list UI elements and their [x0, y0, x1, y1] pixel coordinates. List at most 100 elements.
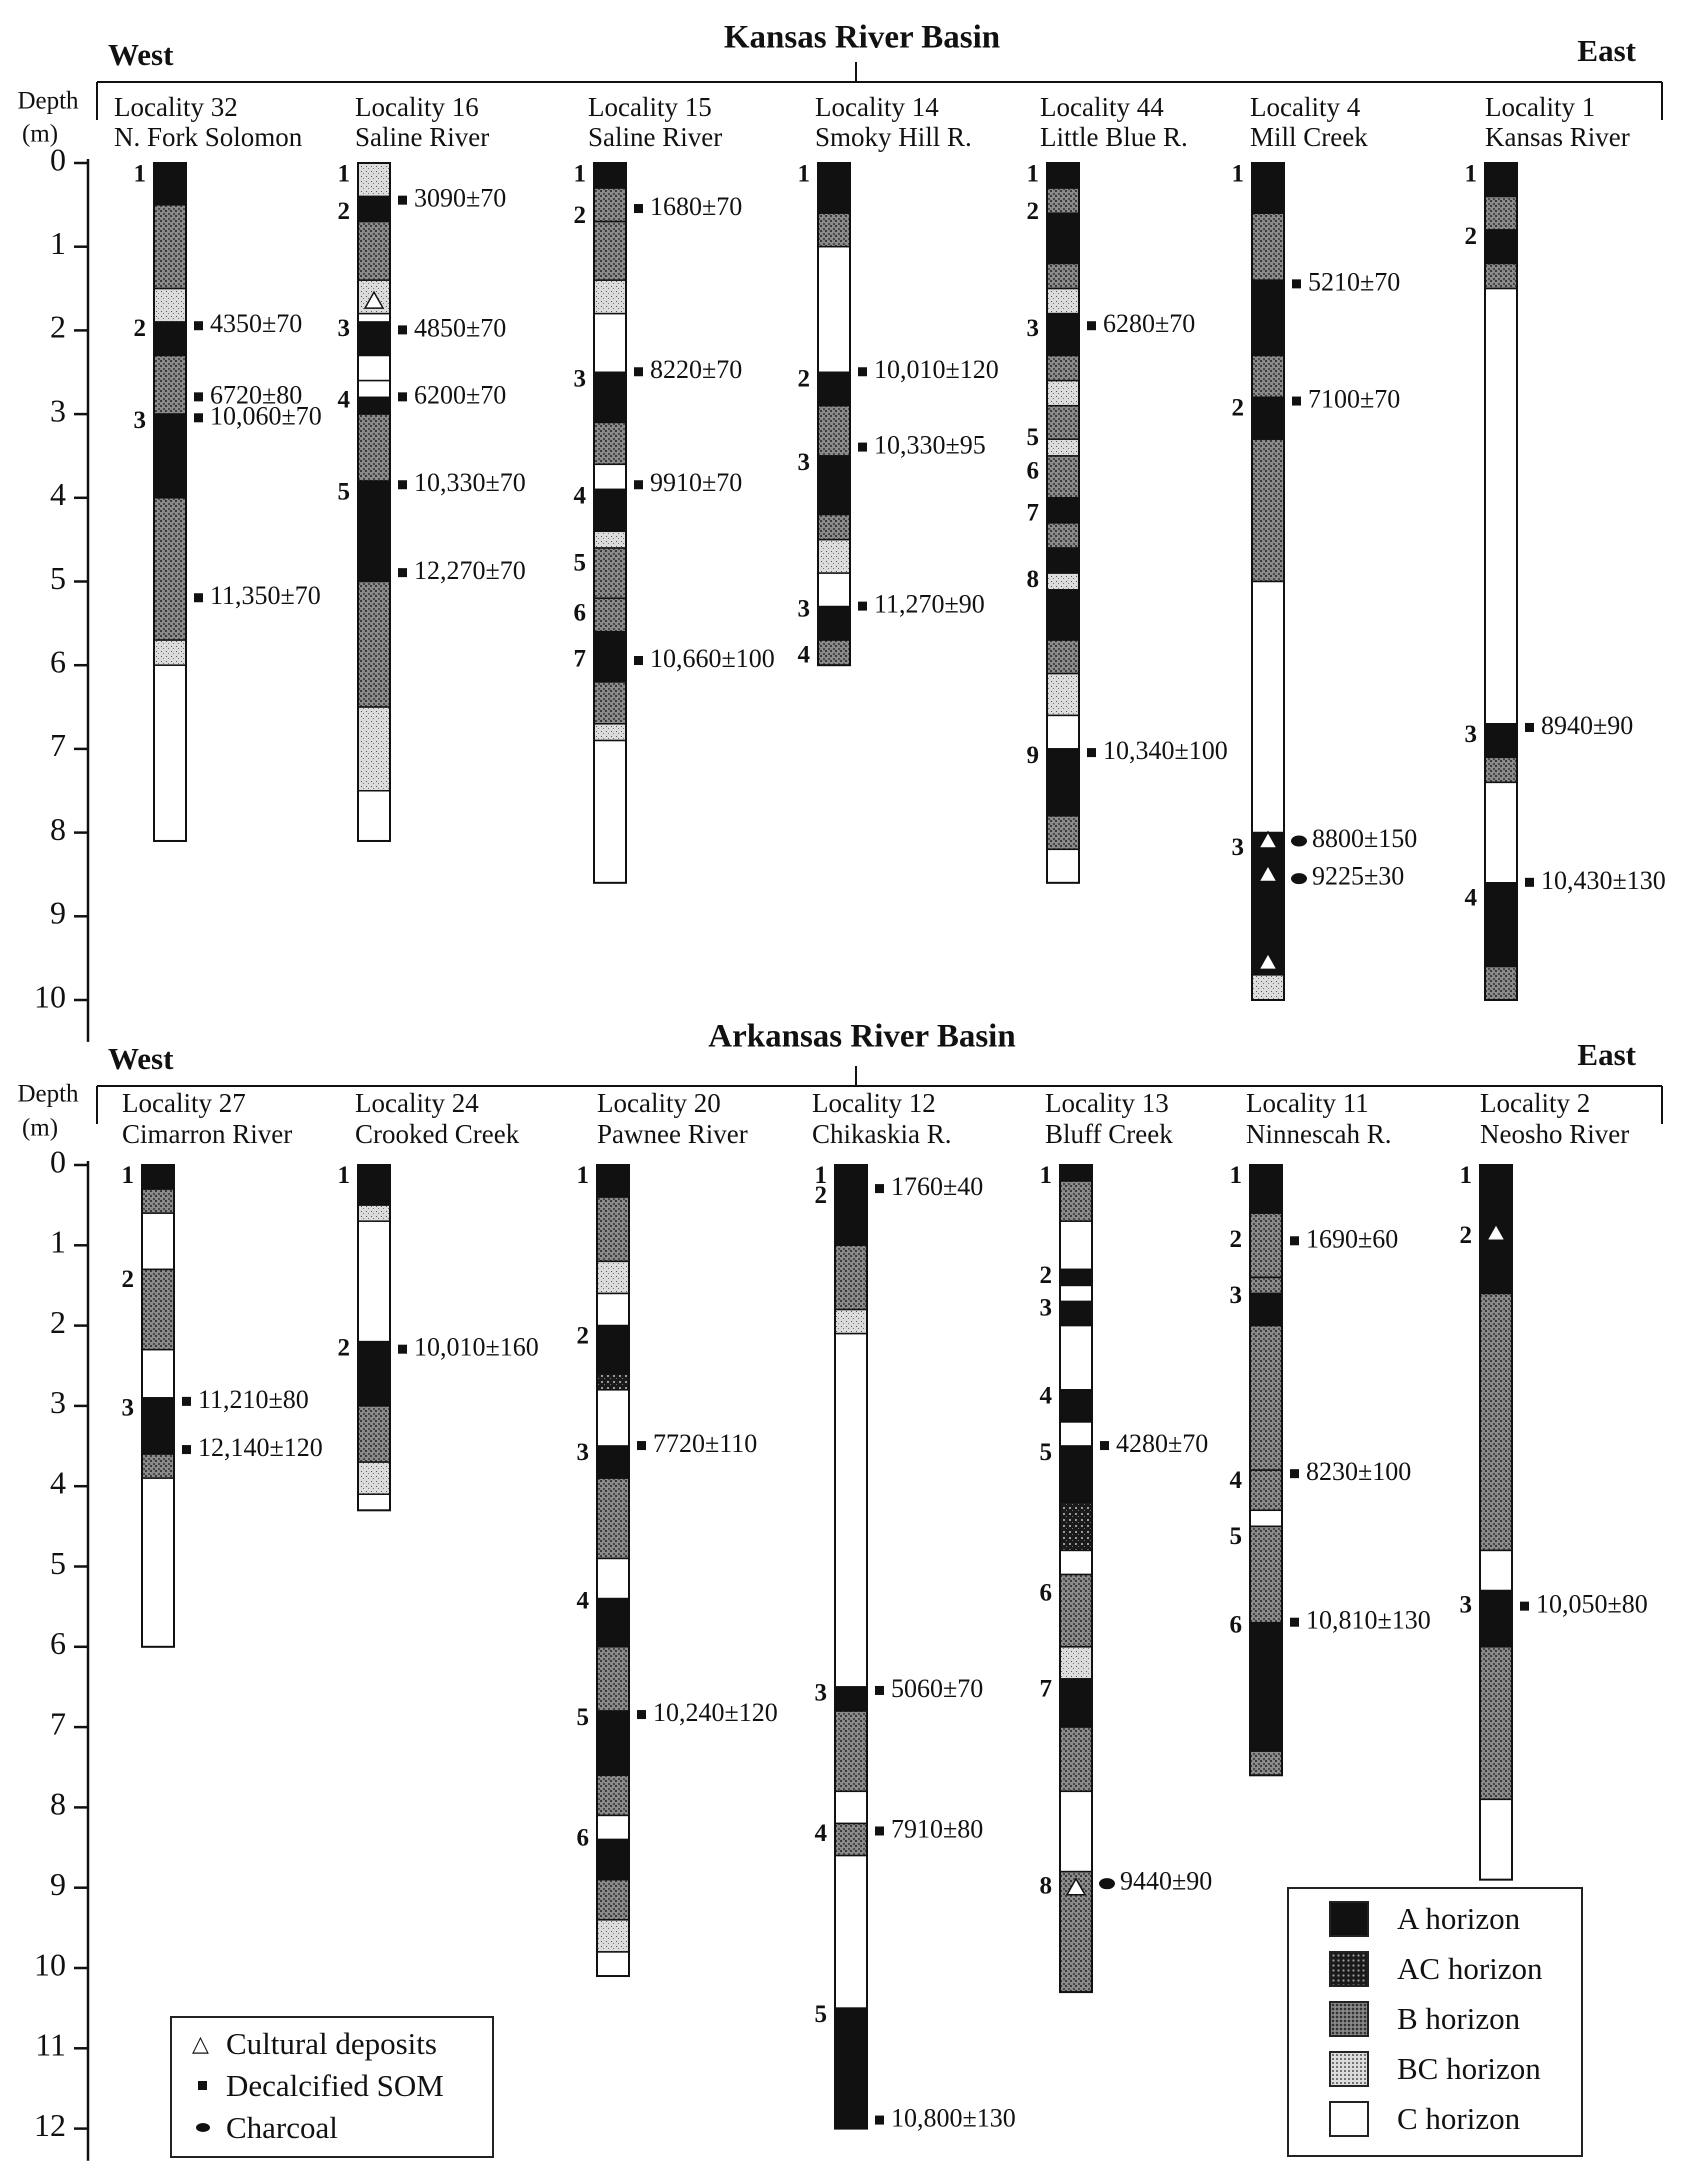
horizon-layer-A	[593, 630, 627, 683]
soil-number: 4	[1465, 884, 1478, 911]
horizon-layer-C	[1249, 1509, 1283, 1528]
axis-tick-label: 1	[50, 1224, 66, 1260]
horizon-layer-C	[357, 312, 391, 323]
axis-tick-label: 9	[50, 1866, 66, 1902]
decalcified-som-marker	[634, 204, 643, 214]
radiocarbon-date: 10,430±130	[1541, 866, 1666, 895]
west-label: West	[108, 1041, 174, 1076]
soil-number: 1	[134, 160, 147, 187]
horizon-layer-A	[834, 2007, 868, 2130]
horizon-layer-A	[834, 1164, 868, 1190]
horizon-layer-A	[593, 371, 627, 424]
soil-number: 2	[338, 1334, 351, 1361]
radiocarbon-date: 4350±70	[210, 309, 302, 338]
horizon-layer-A	[593, 162, 627, 189]
horizon-layer-B	[596, 1646, 630, 1712]
horizon-layer-C	[1484, 781, 1518, 884]
horizon-layer-C	[141, 1212, 175, 1271]
horizon-layer-A	[817, 162, 851, 214]
cultural-deposit-triangle	[1065, 1877, 1087, 1896]
decalcified-som-marker	[194, 321, 203, 331]
horizon-layer-B	[1251, 212, 1285, 281]
radiocarbon-date: 10,340±100	[1103, 736, 1228, 765]
charcoal-marker	[1291, 873, 1307, 885]
soil-number: 1	[815, 1162, 828, 1189]
soil-number: 3	[1027, 315, 1040, 342]
decalcified-som-marker	[398, 480, 407, 490]
horizon-layer-A	[596, 1838, 630, 1881]
axis-tick-label: 3	[50, 1384, 66, 1420]
soil-number: 4	[1230, 1467, 1243, 1494]
horizon-layer-B	[817, 513, 851, 541]
horizon-layer-B	[153, 497, 187, 641]
horizon-layer-B	[817, 212, 851, 248]
river-label: Saline River	[355, 122, 489, 152]
horizon-layer-A	[817, 371, 851, 407]
charcoal-marker	[1099, 1878, 1115, 1890]
horizon-layer-A	[596, 1445, 630, 1479]
horizon-layer-A	[1059, 1300, 1093, 1327]
soil-number: 3	[1460, 1591, 1473, 1618]
river-label: Pawnee River	[597, 1119, 748, 1149]
river-label: Smoky Hill R.	[815, 122, 972, 152]
horizon-layer-BC	[817, 538, 851, 574]
soil-number: 3	[1232, 834, 1245, 861]
horizon-layer-A	[1484, 723, 1518, 759]
axis-tick-label: 0	[50, 141, 66, 177]
radiocarbon-date: 9910±70	[650, 468, 742, 497]
soil-number: 2	[1460, 1222, 1473, 1249]
radiocarbon-date: 10,010±160	[414, 1333, 539, 1362]
column-outline	[834, 1164, 868, 2130]
horizon-layer-A	[1479, 1164, 1513, 1198]
horizon-layer-C	[141, 1348, 175, 1399]
legend-row-c: C horizon	[1329, 2101, 1520, 2137]
cultural-deposit-triangle	[1257, 951, 1279, 971]
radiocarbon-date: 6720±80	[210, 380, 302, 409]
radiocarbon-date: 10,330±95	[874, 431, 986, 460]
legend-row-charcoal: Charcoal	[192, 2110, 338, 2146]
radiocarbon-date: 10,240±120	[653, 1698, 778, 1727]
soil-number: 6	[577, 1824, 590, 1851]
horizon-layer-BC	[596, 1260, 630, 1295]
decalcified-som-marker	[875, 1826, 884, 1836]
horizon-layer-C	[834, 1332, 868, 1688]
horizon-layer-B	[834, 1822, 868, 1857]
horizon-layer-B	[1046, 522, 1080, 549]
radiocarbon-date: 1760±40	[891, 1172, 983, 1201]
bc-horizon-swatch	[1329, 2051, 1369, 2087]
horizon-layer-A	[1251, 396, 1285, 440]
horizon-layer-AC	[596, 1373, 630, 1391]
depth-axis-label: Depth	[17, 88, 79, 115]
soil-number: 6	[1230, 1611, 1243, 1638]
east-label: East	[1577, 33, 1636, 68]
legend-label-ac: AC horizon	[1397, 1951, 1543, 1986]
soil-number: 5	[1027, 424, 1040, 451]
column-outline	[1479, 1164, 1513, 1881]
horizon-layer-B	[1251, 354, 1285, 399]
legend-row-som: Decalcified SOM	[192, 2068, 444, 2104]
horizon-layer-B	[1046, 187, 1080, 214]
horizon-layer-B	[1484, 195, 1518, 231]
soil-number: 5	[574, 549, 587, 576]
soil-number: 2	[1232, 395, 1245, 422]
decalcified-som-marker	[637, 1441, 646, 1451]
soil-number: 2	[1230, 1226, 1243, 1253]
horizon-layer-A	[1059, 1389, 1093, 1423]
horizon-layer-BC	[593, 279, 627, 315]
horizon-layer-A	[596, 1164, 630, 1198]
radiocarbon-date: 10,050±80	[1536, 1590, 1648, 1619]
river-label: Crooked Creek	[355, 1119, 520, 1149]
locality-label: Locality 24	[355, 1088, 479, 1118]
basin-title: Arkansas River Basin	[708, 1019, 1015, 1055]
locality-label: Locality 12	[812, 1088, 936, 1118]
horizon-layer-BC	[357, 162, 391, 198]
horizon-layer-B	[1484, 262, 1518, 290]
horizon-layer-B	[1059, 1726, 1093, 1793]
horizon-layer-B	[357, 580, 391, 708]
soil-number: 3	[1040, 1294, 1053, 1321]
horizon-layer-C	[1479, 1549, 1513, 1592]
horizon-layer-A	[1059, 1678, 1093, 1728]
horizon-layer-BC	[1059, 1646, 1093, 1680]
